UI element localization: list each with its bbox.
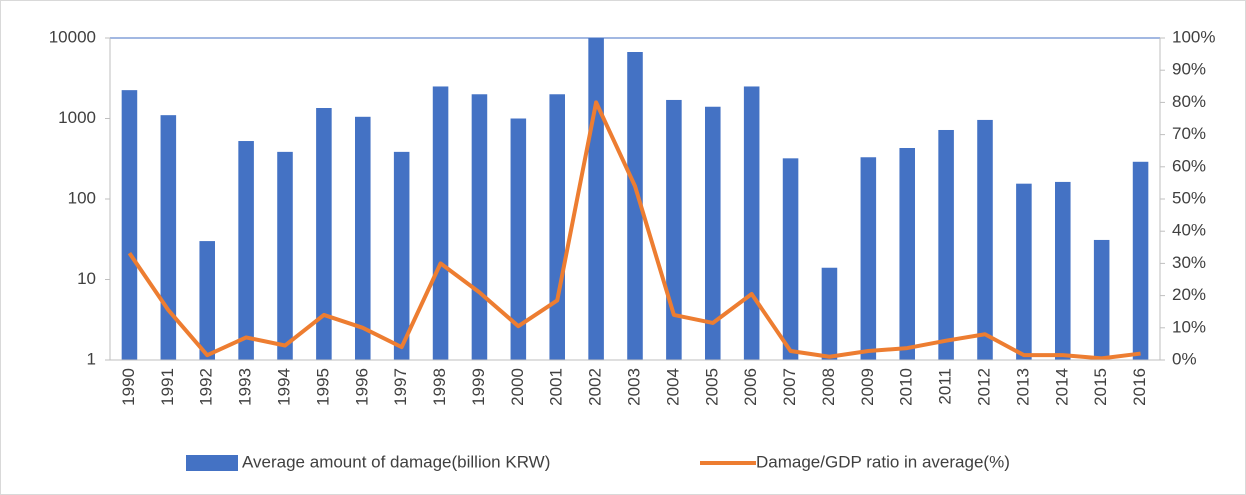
- bar: [160, 115, 177, 360]
- x-tick-label: 1990: [119, 368, 138, 406]
- y2-tick-label: 90%: [1172, 60, 1206, 79]
- x-tick-label: 1995: [313, 368, 332, 406]
- x-tick-label: 2009: [858, 368, 877, 406]
- bar: [977, 119, 993, 361]
- bar: [821, 267, 838, 360]
- x-tick-label: 2003: [624, 368, 643, 406]
- x-tick-label: 1998: [430, 368, 449, 406]
- bar: [1055, 181, 1071, 360]
- y2-tick-label: 20%: [1172, 285, 1206, 304]
- x-tick-label: 2010: [897, 368, 916, 406]
- bar: [1093, 239, 1110, 360]
- x-tick-label: 1991: [158, 368, 177, 406]
- y-tick-label: 10000: [49, 27, 96, 46]
- bar: [705, 106, 721, 360]
- x-tick-label: 1997: [391, 368, 410, 406]
- x-tick-label: 2000: [508, 368, 527, 406]
- y2-tick-label: 60%: [1172, 156, 1206, 175]
- bar: [510, 118, 527, 360]
- y-tick-label: 10: [77, 269, 96, 288]
- bar: [938, 129, 954, 360]
- bar: [393, 151, 410, 360]
- x-tick-label: 2011: [936, 368, 955, 405]
- x-tick-label: 2007: [780, 368, 799, 406]
- bar: [743, 86, 760, 361]
- x-tick-label: 2006: [741, 368, 760, 406]
- x-tick-label: 2005: [702, 368, 721, 406]
- bar: [238, 141, 254, 360]
- bar: [432, 86, 449, 361]
- bar: [549, 94, 565, 360]
- y2-tick-label: 100%: [1172, 27, 1215, 46]
- bar: [277, 151, 293, 360]
- legend-label: Average amount of damage(billion KRW): [242, 452, 550, 471]
- y2-tick-label: 70%: [1172, 124, 1206, 143]
- bar: [121, 90, 138, 361]
- x-tick-label: 1996: [352, 368, 371, 406]
- bar: [899, 148, 915, 360]
- y-tick-label: 100: [68, 188, 96, 207]
- bar: [1132, 161, 1149, 360]
- bar: [588, 38, 604, 360]
- x-tick-label: 2001: [547, 368, 566, 406]
- y2-tick-label: 30%: [1172, 253, 1206, 272]
- y2-tick-label: 80%: [1172, 92, 1206, 111]
- bar: [199, 241, 215, 360]
- bar: [355, 116, 371, 361]
- bar: [316, 108, 332, 360]
- x-tick-label: 2002: [586, 368, 605, 406]
- bar: [860, 157, 877, 360]
- y-tick-label: 1: [87, 349, 96, 368]
- x-tick-label: 2012: [974, 368, 993, 406]
- bar: [471, 94, 488, 360]
- x-tick-label: 2015: [1091, 368, 1110, 406]
- y2-tick-label: 0%: [1172, 349, 1197, 368]
- x-tick-label: 2004: [663, 368, 682, 406]
- x-tick-label: 2008: [819, 368, 838, 406]
- x-tick-label: 2013: [1013, 368, 1032, 406]
- x-tick-label: 1993: [236, 368, 255, 406]
- bar: [627, 52, 643, 360]
- y-tick-label: 1000: [58, 108, 96, 127]
- bar: [1016, 183, 1032, 360]
- legend-label: Damage/GDP ratio in average(%): [756, 452, 1010, 471]
- x-tick-label: 1999: [469, 368, 488, 406]
- bar: [666, 99, 682, 361]
- x-tick-label: 1992: [197, 368, 216, 406]
- y2-tick-label: 40%: [1172, 221, 1206, 240]
- y2-tick-label: 50%: [1172, 188, 1206, 207]
- legend-swatch: [186, 455, 238, 471]
- x-tick-label: 2014: [1052, 368, 1071, 406]
- line: [127, 100, 1141, 361]
- y2-tick-label: 10%: [1172, 317, 1206, 336]
- x-tick-label: 1994: [274, 368, 293, 406]
- bar: [782, 158, 799, 360]
- x-tick-label: 2016: [1130, 368, 1149, 406]
